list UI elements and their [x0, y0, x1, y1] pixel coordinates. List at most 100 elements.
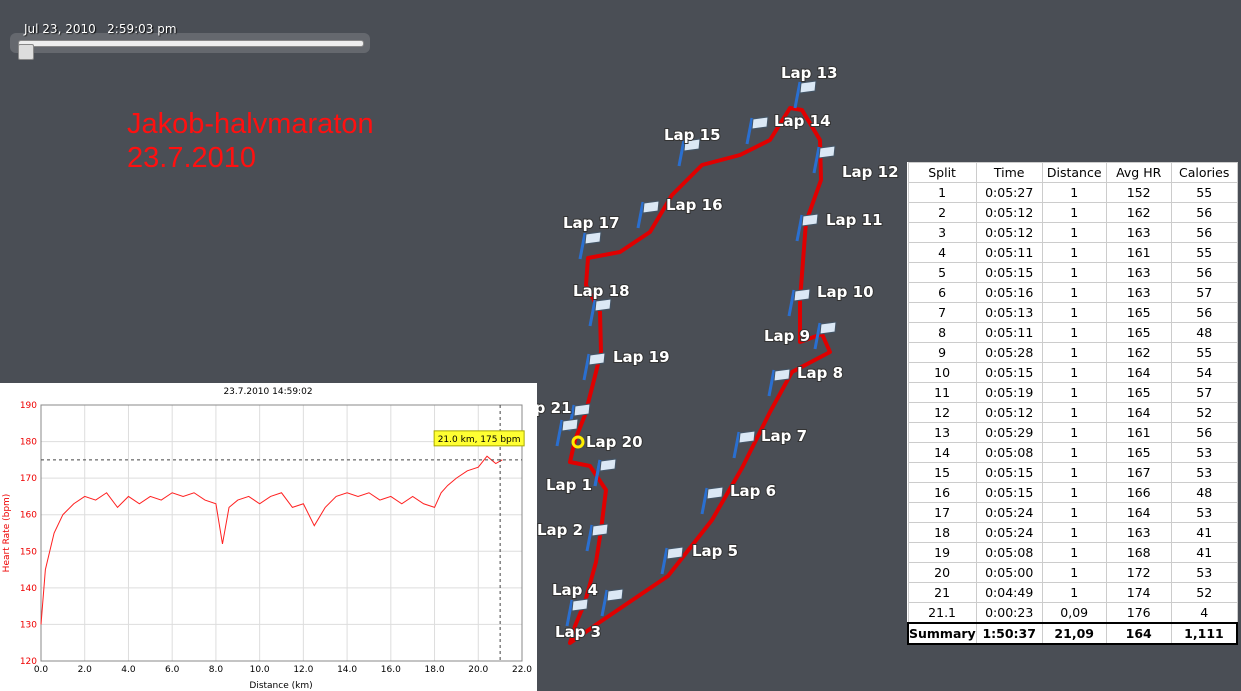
- split-row: 9 0:05:28 1 162 55: [907, 342, 1238, 363]
- cell: 162: [1105, 342, 1172, 363]
- cell: 161: [1105, 242, 1172, 263]
- flag-pole: [795, 214, 804, 242]
- cell: 0:05:27: [975, 182, 1043, 203]
- slider-thumb[interactable]: [18, 44, 34, 60]
- split-row: 3 0:05:12 1 163 56: [907, 222, 1238, 243]
- flag-cloth: [666, 546, 684, 560]
- cell: 165: [1105, 382, 1172, 403]
- lap-label: Lap 17: [563, 214, 620, 232]
- lap-label: Lap 5: [692, 542, 738, 560]
- x-axis-label: Distance (km): [249, 681, 312, 691]
- lap-label: Lap 7: [761, 427, 807, 445]
- lap-flag: [745, 116, 769, 145]
- cell: 165: [1105, 302, 1172, 323]
- cell: 53: [1170, 442, 1238, 463]
- cell: 165: [1105, 442, 1172, 463]
- cell: 2: [907, 202, 977, 223]
- cell: 15: [907, 462, 977, 483]
- split-row: 15 0:05:15 1 167 53: [907, 462, 1238, 483]
- cell: 53: [1170, 462, 1238, 483]
- lap-label: Lap 18: [573, 282, 630, 300]
- flag-pole: [582, 353, 591, 381]
- slider-track: [18, 40, 364, 47]
- cell: 8: [907, 322, 977, 343]
- cell: 174: [1105, 582, 1172, 603]
- lap-label: Lap 15: [664, 126, 721, 144]
- cell: 0:05:11: [975, 322, 1043, 343]
- x-tick-label: 22.0: [512, 665, 532, 675]
- cell: 52: [1170, 582, 1238, 603]
- route: [568, 106, 832, 645]
- cell: 14: [907, 442, 977, 463]
- time-slider[interactable]: [10, 33, 370, 53]
- split-row: 6 0:05:16 1 163 57: [907, 282, 1238, 303]
- x-tick-label: 10.0: [250, 665, 270, 675]
- cell: 1: [1041, 502, 1107, 523]
- cell: 53: [1170, 562, 1238, 583]
- cell: 165: [1105, 322, 1172, 343]
- flag-pole: [787, 289, 796, 317]
- lap-label: Lap 1: [546, 476, 592, 494]
- lap-label: Lap 10: [817, 283, 874, 301]
- lap-flag: [795, 213, 819, 242]
- lap-flag: [787, 288, 811, 317]
- split-row: 16 0:05:15 1 166 48: [907, 482, 1238, 503]
- cell: 0,09: [1041, 602, 1107, 624]
- cell: 55: [1170, 242, 1238, 263]
- lap-flag: [767, 368, 791, 397]
- lap-label: Lap 12: [842, 163, 899, 181]
- cell: 11: [907, 382, 977, 403]
- tooltip-text: 21.0 km, 175 bpm: [438, 435, 521, 445]
- cell: 0:05:28: [975, 342, 1043, 363]
- flag-cloth: [588, 352, 606, 366]
- flag-pole: [585, 524, 594, 552]
- cell: 55: [1170, 342, 1238, 363]
- cell: 10: [907, 362, 977, 383]
- lap-flag: [700, 486, 724, 515]
- cell: 1: [1041, 202, 1107, 223]
- lap-label: Lap 4: [552, 581, 598, 599]
- cell: 1: [1041, 262, 1107, 283]
- cell: 20: [907, 562, 977, 583]
- header-cell: Avg HR: [1105, 162, 1172, 183]
- flag-cloth: [793, 288, 811, 302]
- y-tick-label: 150: [20, 547, 37, 557]
- flag-pole: [677, 139, 686, 167]
- cell: 163: [1105, 522, 1172, 543]
- cell: 164: [1105, 402, 1172, 423]
- cell: 56: [1170, 222, 1238, 243]
- flag-pole: [588, 299, 597, 327]
- y-tick-label: 180: [20, 438, 37, 448]
- cell: 162: [1105, 202, 1172, 223]
- cell: 6: [907, 282, 977, 303]
- flag-cloth: [738, 430, 756, 444]
- lap-flag: [565, 598, 589, 627]
- header-cell: Split: [907, 162, 977, 183]
- cell: 41: [1170, 542, 1238, 563]
- cell: 1: [1041, 282, 1107, 303]
- cell: 0:05:08: [975, 442, 1043, 463]
- split-row: 10 0:05:15 1 164 54: [907, 362, 1238, 383]
- hr-line: [40, 455, 503, 625]
- cell: 0:05:11: [975, 242, 1043, 263]
- cell: 152: [1105, 182, 1172, 203]
- cell: 1: [1041, 362, 1107, 383]
- flag-pole: [813, 322, 822, 350]
- lap-label: Lap 16: [666, 196, 723, 214]
- y-tick-label: 170: [20, 474, 37, 484]
- flag-pole: [700, 487, 709, 515]
- split-row: 12 0:05:12 1 164 52: [907, 402, 1238, 423]
- x-tick-label: 4.0: [121, 665, 136, 675]
- flag-pole: [745, 117, 754, 145]
- lap-flag: [588, 298, 612, 327]
- cell: 48: [1170, 322, 1238, 343]
- split-row: 11 0:05:19 1 165 57: [907, 382, 1238, 403]
- cell: 167: [1105, 462, 1172, 483]
- flag-cloth: [573, 403, 591, 417]
- cell: 16: [907, 482, 977, 503]
- flag-pole: [767, 369, 776, 397]
- cell: 164: [1105, 502, 1172, 523]
- cell: 18: [907, 522, 977, 543]
- cell: 0:05:12: [975, 202, 1043, 223]
